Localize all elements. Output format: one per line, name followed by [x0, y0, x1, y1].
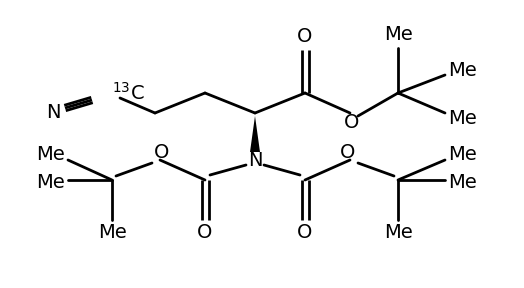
Text: N: N — [248, 151, 262, 170]
Text: Me: Me — [36, 145, 64, 164]
Text: O: O — [344, 113, 359, 132]
Text: Me: Me — [36, 173, 64, 192]
Text: Me: Me — [384, 223, 412, 242]
Text: Me: Me — [384, 26, 412, 45]
Text: Me: Me — [97, 223, 126, 242]
Text: N: N — [46, 103, 60, 122]
Text: $^{13}$C: $^{13}$C — [112, 82, 145, 104]
Text: Me: Me — [449, 60, 477, 79]
Text: O: O — [297, 27, 313, 46]
Text: Me: Me — [449, 173, 477, 192]
Text: Me: Me — [449, 145, 477, 164]
Text: O: O — [340, 143, 356, 162]
Polygon shape — [250, 116, 260, 152]
Text: Me: Me — [449, 109, 477, 128]
Text: O: O — [198, 223, 213, 242]
Text: O: O — [154, 143, 170, 162]
Text: O: O — [297, 223, 313, 242]
